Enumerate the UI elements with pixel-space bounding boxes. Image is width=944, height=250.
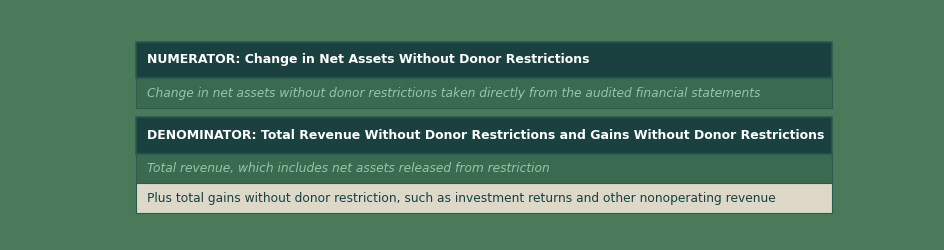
FancyBboxPatch shape [136, 78, 832, 108]
FancyBboxPatch shape [136, 183, 832, 213]
Text: NUMERATOR: Change in Net Assets Without Donor Restrictions: NUMERATOR: Change in Net Assets Without … [147, 54, 589, 66]
Text: DENOMINATOR: Total Revenue Without Donor Restrictions and Gains Without Donor Re: DENOMINATOR: Total Revenue Without Donor… [147, 129, 824, 142]
FancyBboxPatch shape [136, 154, 832, 183]
Text: Total revenue, which includes net assets released from restriction: Total revenue, which includes net assets… [147, 162, 549, 175]
FancyBboxPatch shape [136, 42, 832, 78]
Text: Plus total gains without donor restriction, such as investment returns and other: Plus total gains without donor restricti… [147, 192, 775, 204]
FancyBboxPatch shape [136, 117, 832, 154]
Text: Change in net assets without donor restrictions taken directly from the audited : Change in net assets without donor restr… [147, 87, 760, 100]
